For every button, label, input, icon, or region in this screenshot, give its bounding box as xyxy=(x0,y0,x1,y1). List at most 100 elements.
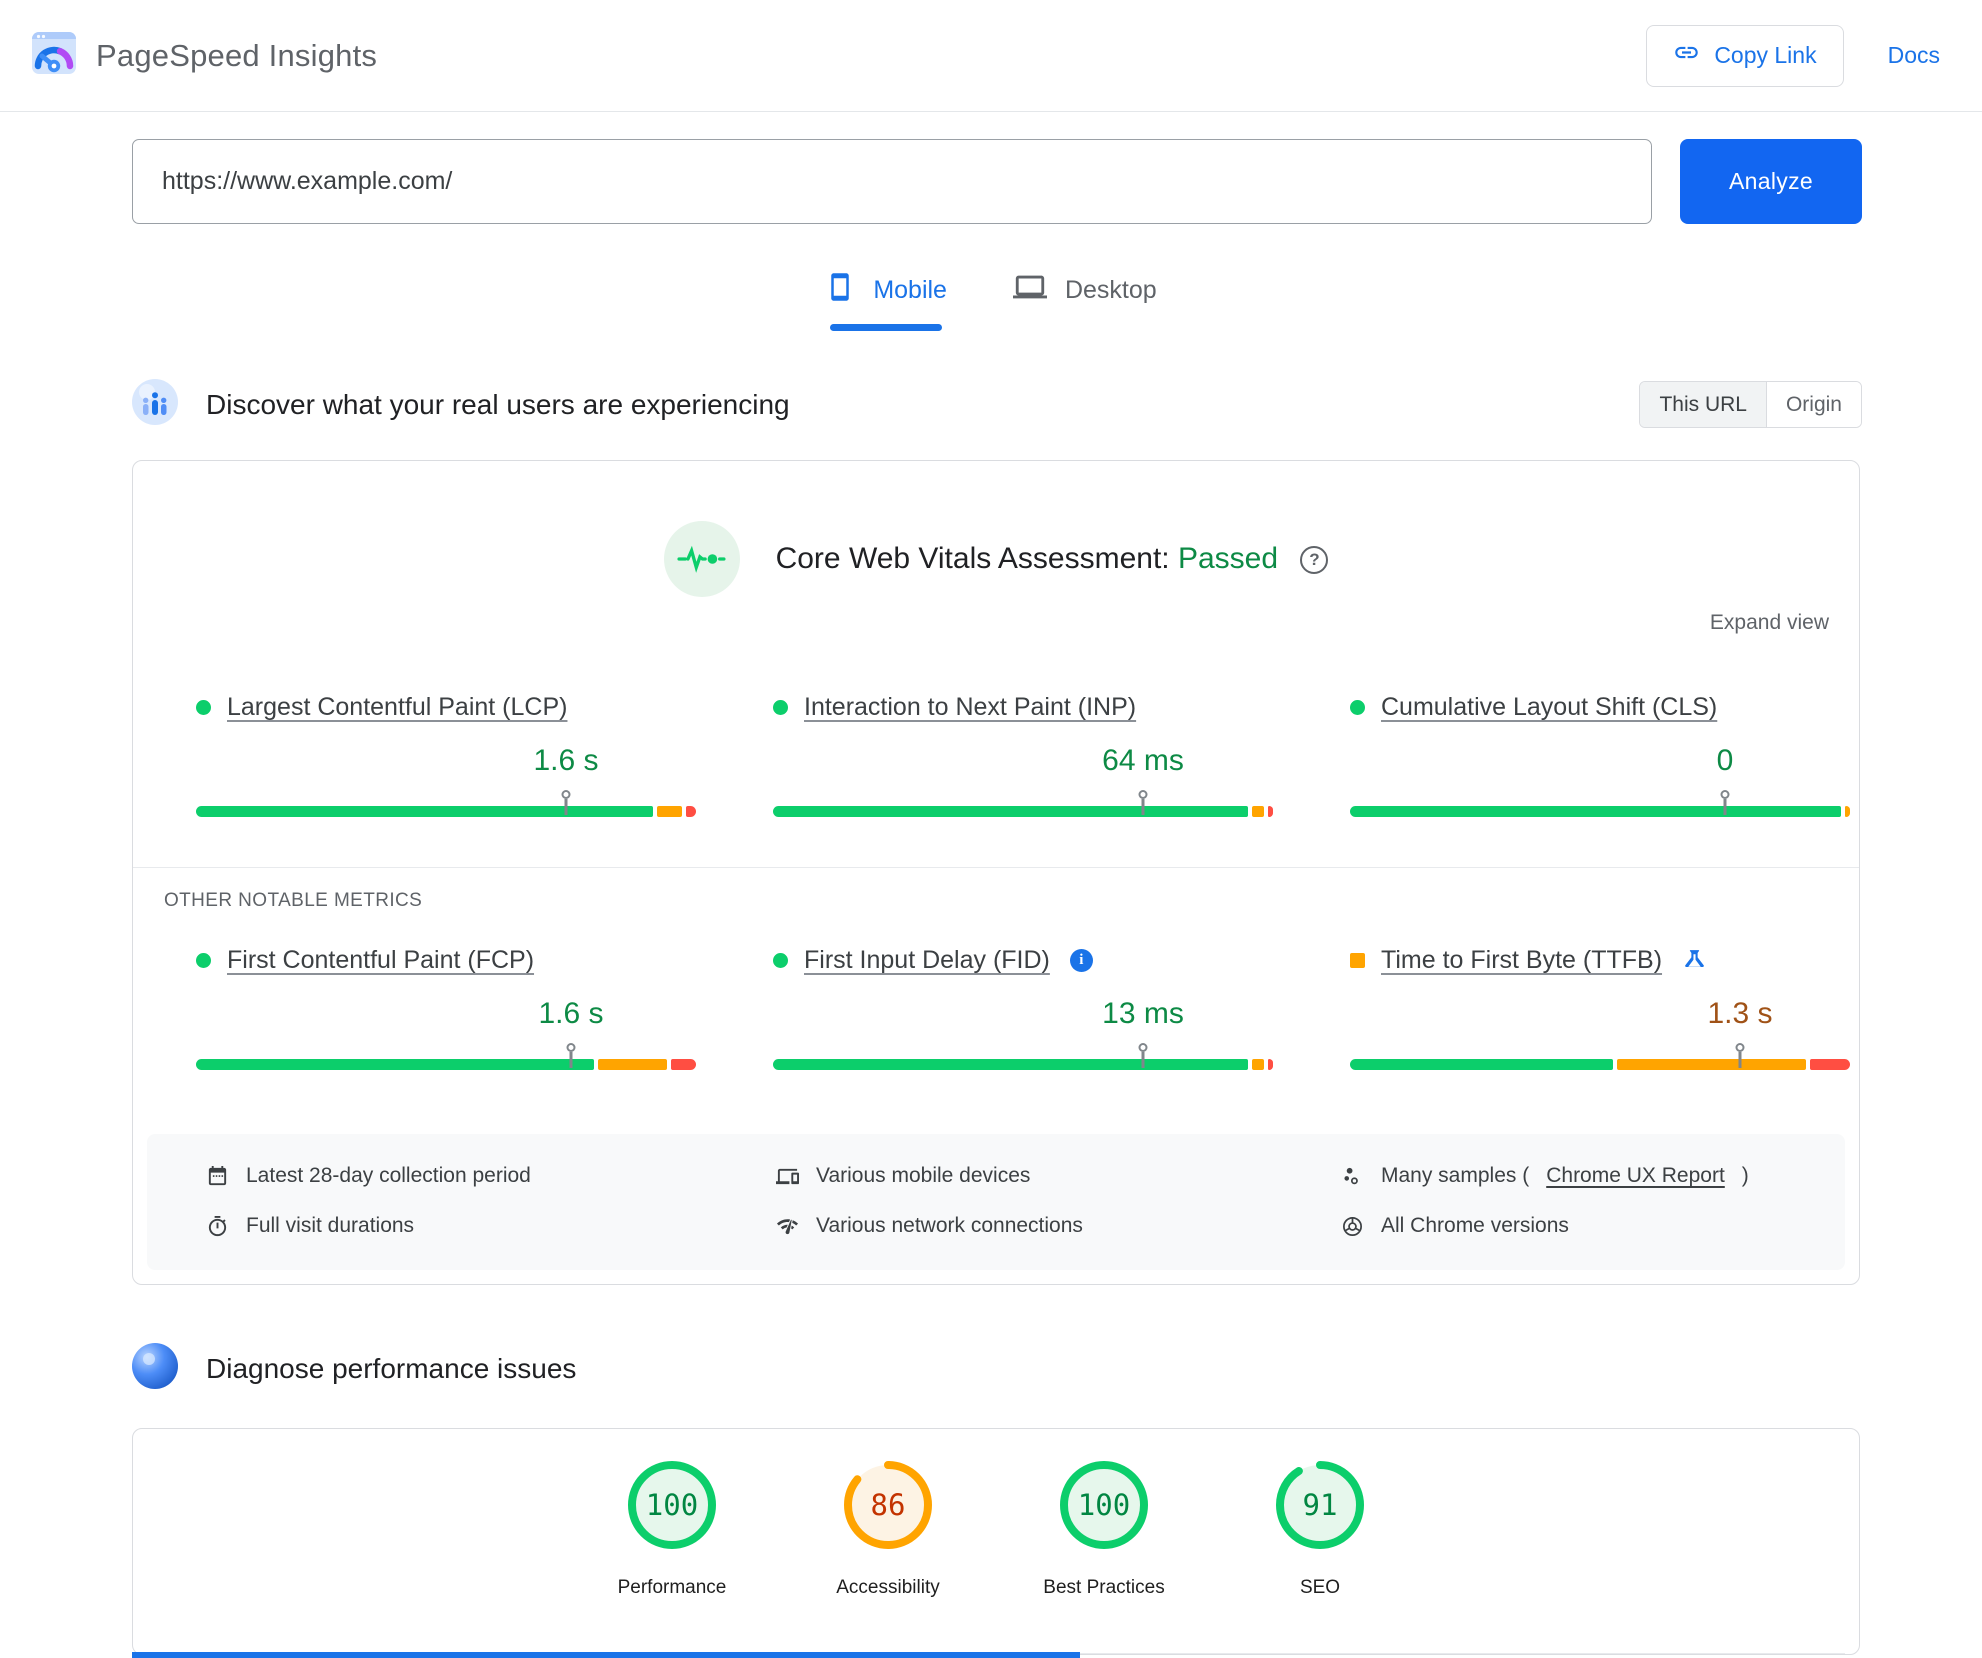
score-label: Performance xyxy=(617,1577,727,1598)
bar-segment-good xyxy=(196,806,653,817)
metric-link[interactable]: Cumulative Layout Shift (CLS) xyxy=(1381,693,1718,721)
metric-status-bullet xyxy=(1350,953,1365,968)
score-value: 91 xyxy=(1302,1488,1338,1522)
tab-mobile[interactable]: Mobile xyxy=(825,270,947,331)
metric-value-row: 64 ms xyxy=(773,744,1273,786)
score-gauge-ring: 100 xyxy=(626,1459,718,1551)
bar-track xyxy=(1350,1059,1850,1070)
metric-status-bullet xyxy=(773,700,788,715)
metric-header: Time to First Byte (TTFB) xyxy=(1350,946,1850,975)
toggle-origin[interactable]: Origin xyxy=(1766,382,1861,427)
calendar-icon xyxy=(206,1165,229,1188)
bar-segment-poor xyxy=(685,806,697,817)
footnote-text: Full visit durations xyxy=(246,1214,415,1237)
metric-cell: Largest Contentful Paint (LCP) 1.6 s xyxy=(196,693,697,817)
metric-value-row: 1.6 s xyxy=(196,997,696,1039)
footnote-text: Many samples ( xyxy=(1381,1164,1530,1187)
other-metrics-label: OTHER NOTABLE METRICS xyxy=(164,890,423,911)
p75-marker xyxy=(1720,790,1730,815)
tab-desktop[interactable]: Desktop xyxy=(1012,270,1157,331)
metric-cell: Time to First Byte (TTFB) 1.3 s xyxy=(1350,946,1850,1070)
next-section-edge xyxy=(132,1652,1080,1658)
metric-link[interactable]: First Contentful Paint (FCP) xyxy=(227,946,535,974)
footnote-text: ) xyxy=(1741,1164,1749,1187)
bar-segment-good xyxy=(1350,1059,1614,1070)
footnote-text: All Chrome versions xyxy=(1381,1214,1569,1237)
score-gauge-best-practices[interactable]: 100 Best Practices xyxy=(1028,1459,1180,1599)
footnote-line: Various network connections xyxy=(776,1214,1341,1238)
bar-segment-needs_improvement xyxy=(1617,1059,1807,1070)
score-gauge-ring: 100 xyxy=(1058,1459,1150,1551)
metric-header: Interaction to Next Paint (INP) xyxy=(773,693,1273,722)
metric-header: First Input Delay (FID) i xyxy=(773,946,1273,975)
score-gauge-performance[interactable]: 100 Performance xyxy=(596,1459,748,1599)
footnote-text: Various mobile devices xyxy=(816,1164,1031,1187)
metric-cell: Interaction to Next Paint (INP) 64 ms xyxy=(773,693,1273,817)
metric-value-row: 1.3 s xyxy=(1350,997,1850,1039)
metric-link[interactable]: First Input Delay (FID) xyxy=(804,946,1050,974)
footnote-line: Various mobile devices xyxy=(776,1164,1341,1188)
chrome-ux-report-link[interactable]: Chrome UX Report xyxy=(1546,1164,1725,1187)
metric-header: Cumulative Layout Shift (CLS) xyxy=(1350,693,1850,722)
metric-value: 64 ms xyxy=(1102,744,1184,777)
real-users-icon xyxy=(132,379,178,430)
link-icon xyxy=(1673,39,1700,72)
bar-track xyxy=(196,1059,696,1070)
metric-status-bullet xyxy=(196,953,211,968)
metric-link[interactable]: Time to First Byte (TTFB) xyxy=(1381,946,1663,974)
score-gauge-accessibility[interactable]: 86 Accessibility xyxy=(812,1459,964,1599)
info-icon[interactable]: i xyxy=(1069,949,1093,972)
cwv-assessment-title: Core Web Vitals Assessment: Passed ? xyxy=(776,542,1329,576)
metric-link[interactable]: Largest Contentful Paint (LCP) xyxy=(227,693,568,721)
help-icon[interactable]: ? xyxy=(1300,546,1329,575)
metric-status-bullet xyxy=(196,700,211,715)
footnote-column: Many samples ( Chrome UX Report) All Chrom… xyxy=(1341,1164,1825,1238)
metric-distribution-bar xyxy=(196,1043,696,1070)
tab-mobile-label: Mobile xyxy=(873,276,947,304)
metric-link[interactable]: Interaction to Next Paint (INP) xyxy=(804,693,1137,721)
tab-desktop-label: Desktop xyxy=(1064,276,1157,304)
metric-header: Largest Contentful Paint (LCP) xyxy=(196,693,696,722)
metric-status-bullet xyxy=(1350,700,1365,715)
metrics-divider xyxy=(133,867,1859,868)
footnote-line: Many samples ( Chrome UX Report) xyxy=(1341,1164,1825,1188)
logo[interactable]: PageSpeed Insights xyxy=(30,30,377,81)
toggle-this-url[interactable]: This URL xyxy=(1640,382,1767,427)
metric-value: 0 xyxy=(1716,744,1734,777)
analyze-button[interactable]: Analyze xyxy=(1680,139,1862,224)
p75-marker-head xyxy=(1138,1043,1148,1052)
copy-link-button[interactable]: Copy Link xyxy=(1646,24,1844,87)
p75-marker xyxy=(1138,790,1148,815)
bar-segment-needs_improvement xyxy=(1251,1059,1264,1070)
footnote-line: All Chrome versions xyxy=(1341,1214,1825,1238)
score-gauge-ring: 86 xyxy=(842,1459,934,1551)
pagespeed-logo-icon xyxy=(30,30,78,81)
samples-icon xyxy=(1341,1165,1364,1188)
timer-icon xyxy=(206,1215,229,1238)
score-label: SEO xyxy=(1299,1577,1341,1598)
p75-marker xyxy=(566,1043,576,1068)
score-gauge-seo[interactable]: 91 SEO xyxy=(1244,1459,1396,1599)
field-data-section-header: Discover what your real users are experi… xyxy=(132,379,1862,430)
footnote-line: Full visit durations xyxy=(206,1214,776,1238)
bar-segment-good xyxy=(773,1059,1248,1070)
metric-value: 1.6 s xyxy=(533,744,599,777)
url-input[interactable] xyxy=(132,139,1652,224)
footnote-text: Latest 28-day collection period xyxy=(246,1164,531,1187)
bar-segment-needs_improvement xyxy=(1845,806,1850,817)
metric-distribution-bar xyxy=(1350,1043,1850,1070)
metric-header: First Contentful Paint (FCP) xyxy=(196,946,696,975)
expand-view-button[interactable]: Expand view xyxy=(1709,611,1829,634)
p75-marker-stem xyxy=(569,1052,573,1068)
score-value: 100 xyxy=(645,1488,699,1522)
bar-segment-good xyxy=(773,806,1248,817)
metric-status-bullet xyxy=(773,953,788,968)
metric-distribution-bar xyxy=(773,790,1273,817)
other-metrics-row: First Contentful Paint (FCP) 1.6 s First I… xyxy=(133,946,1859,1070)
p75-marker-head xyxy=(1138,790,1148,799)
p75-marker-stem xyxy=(1738,1052,1742,1068)
metric-distribution-bar xyxy=(773,1043,1273,1070)
docs-link[interactable]: Docs xyxy=(1887,42,1940,68)
core-metrics-row: Largest Contentful Paint (LCP) 1.6 s Inter… xyxy=(133,693,1859,817)
